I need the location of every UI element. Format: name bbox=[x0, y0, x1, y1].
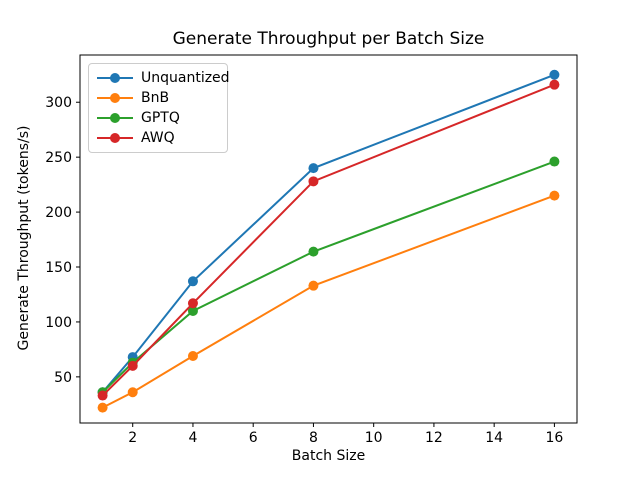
y-tick-label: 150 bbox=[45, 260, 72, 276]
data-point-AWQ-b16 bbox=[549, 79, 560, 90]
y-tick-label: 100 bbox=[45, 315, 72, 331]
data-point-BnB-b16 bbox=[549, 190, 560, 201]
x-axis-label: Batch Size bbox=[291, 448, 366, 464]
x-tick-label: 2 bbox=[128, 430, 137, 446]
legend-label: BnB bbox=[141, 90, 170, 106]
legend: Unquantized BnB GPTQ AWQ bbox=[88, 63, 230, 153]
data-point-BnB-b1 bbox=[97, 402, 108, 413]
data-point-AWQ-b8 bbox=[308, 176, 319, 187]
data-point-Unquantized-b8 bbox=[308, 163, 319, 174]
data-point-BnB-b8 bbox=[308, 280, 319, 291]
legend-item: GPTQ bbox=[97, 108, 219, 128]
x-tick-label: 14 bbox=[485, 430, 503, 446]
x-tick-label: 16 bbox=[545, 430, 563, 446]
legend-item: BnB bbox=[97, 88, 219, 108]
data-point-AWQ-b2 bbox=[127, 360, 138, 371]
x-tick-label: 4 bbox=[188, 430, 197, 446]
legend-marker-icon bbox=[97, 112, 133, 124]
legend-label: Unquantized bbox=[141, 70, 230, 86]
legend-item: AWQ bbox=[97, 128, 219, 148]
legend-marker-icon bbox=[97, 72, 133, 84]
series-line-GPTQ bbox=[101, 160, 555, 393]
data-point-Unquantized-b16 bbox=[549, 69, 560, 80]
legend-item: Unquantized bbox=[97, 68, 230, 88]
data-point-GPTQ-b8 bbox=[308, 246, 319, 257]
y-tick-label: 300 bbox=[45, 95, 72, 111]
legend-label: GPTQ bbox=[141, 110, 180, 126]
y-tick-label: 200 bbox=[45, 205, 72, 221]
y-tick-label: 50 bbox=[54, 370, 72, 386]
x-tick-label: 8 bbox=[309, 430, 318, 446]
data-point-GPTQ-b16 bbox=[549, 156, 560, 167]
legend-marker-icon bbox=[97, 132, 133, 144]
legend-label: AWQ bbox=[141, 130, 175, 146]
axes-frame bbox=[79, 54, 578, 424]
data-point-GPTQ-b4 bbox=[187, 305, 198, 316]
data-point-BnB-b2 bbox=[127, 387, 138, 398]
x-tick-label: 6 bbox=[249, 430, 258, 446]
legend-marker-icon bbox=[97, 92, 133, 104]
series-line-BnB bbox=[102, 194, 555, 409]
data-point-AWQ-b1 bbox=[97, 390, 108, 401]
data-point-BnB-b4 bbox=[187, 350, 198, 361]
data-point-Unquantized-b4 bbox=[187, 276, 198, 287]
x-tick-label: 10 bbox=[365, 430, 383, 446]
y-tick-label: 250 bbox=[45, 150, 72, 166]
chart-title: Generate Throughput per Batch Size bbox=[172, 29, 485, 49]
data-point-AWQ-b4 bbox=[187, 298, 198, 309]
x-tick-label: 12 bbox=[425, 430, 443, 446]
